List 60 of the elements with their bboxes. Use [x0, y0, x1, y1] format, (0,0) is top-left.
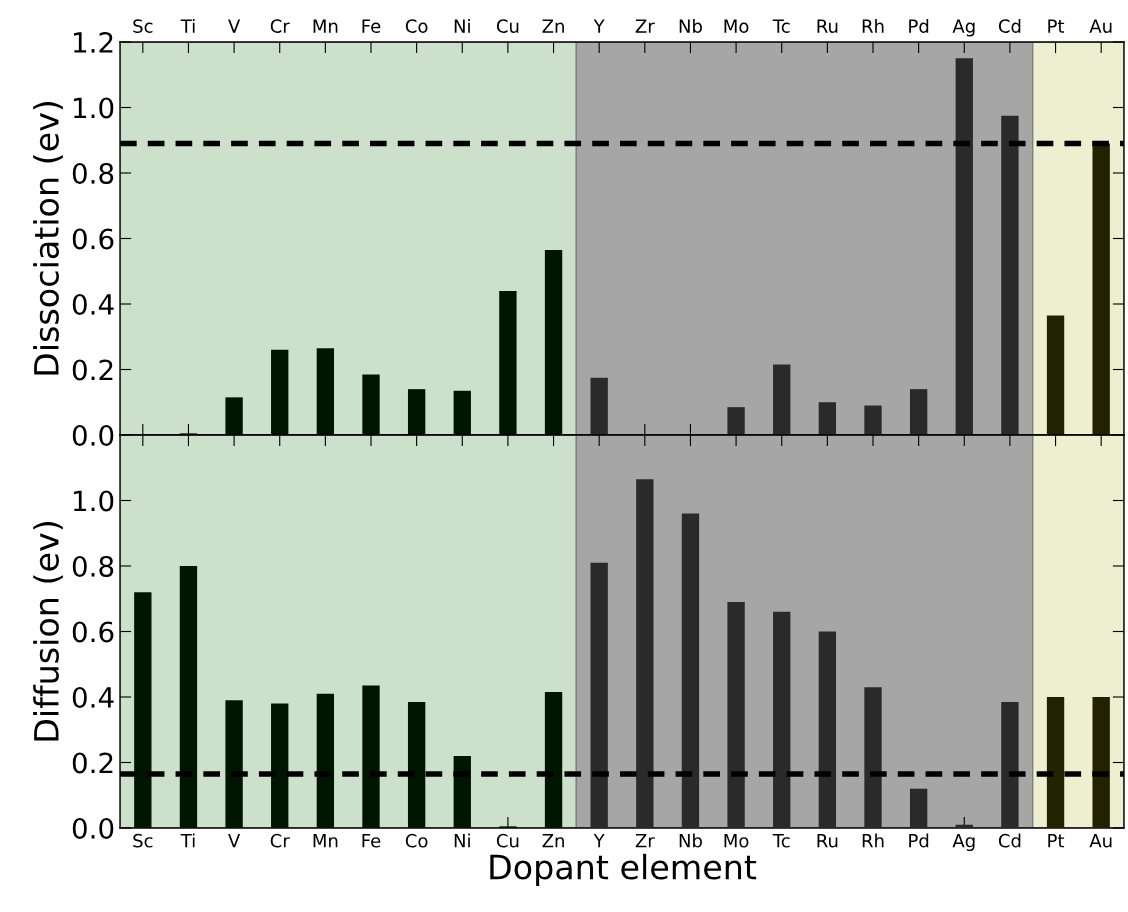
x-tick-label: Pt	[1048, 834, 1065, 848]
x-tick-label: Zr	[635, 19, 655, 33]
x-axis-title: Dopant element	[490, 853, 757, 887]
y-tick-label: 0.2	[72, 752, 113, 774]
x-tick-label: Fe	[362, 834, 381, 848]
x-tick-label: Ti	[180, 833, 195, 848]
x-tick-label: Zr	[635, 834, 655, 848]
x-tick-label: Pt	[1048, 19, 1065, 33]
x-tick-label: Ru	[817, 834, 838, 848]
y-tick-label: 0.8	[72, 555, 114, 577]
y-tick-label: 1.0	[74, 97, 114, 119]
y-tick-label: 0.6	[72, 621, 114, 643]
y-tick-label: 0.2	[72, 359, 113, 381]
x-tick-label: Nb	[679, 18, 702, 33]
x-tick-label: Cu	[496, 833, 519, 848]
x-tick-label: Y	[593, 19, 605, 33]
x-tick-label: Zn	[542, 834, 564, 848]
y-tick-label: 0.0	[72, 424, 114, 446]
y-tick-label: 0.0	[72, 817, 114, 839]
x-tick-label: Mo	[724, 834, 749, 848]
x-tick-label: Zn	[542, 19, 564, 33]
x-tick-label: Rh	[862, 833, 884, 848]
x-tick-label: Mn	[313, 19, 338, 33]
y-axis-title: Diffusion (ev)	[33, 522, 63, 741]
x-tick-label: Ag	[952, 19, 975, 37]
x-tick-label: Ni	[454, 833, 470, 848]
x-tick-label: Mn	[313, 834, 338, 848]
x-tick-label: Co	[405, 833, 428, 848]
x-tick-label: Ti	[180, 18, 195, 33]
x-tick-label: Cr	[270, 19, 290, 33]
x-tick-label: Au	[1089, 834, 1112, 848]
x-tick-label: Cu	[496, 19, 519, 33]
x-tick-label: Sc	[133, 19, 153, 33]
x-tick-label: Y	[593, 834, 605, 848]
x-tick-label: Pd	[909, 833, 929, 848]
y-axis-title: Dissociation (ev)	[33, 101, 63, 375]
x-tick-label: Co	[405, 19, 428, 33]
x-tick-label: Fe	[362, 19, 381, 33]
x-tick-label: Sc	[133, 833, 153, 848]
x-tick-label: Pd	[909, 18, 929, 33]
y-tick-label: 0.6	[72, 228, 114, 250]
x-tick-label: Mo	[724, 19, 749, 33]
y-tick-label: 1.0	[74, 490, 114, 512]
x-tick-label: Au	[1089, 19, 1112, 33]
x-tick-label: Cd	[998, 833, 1021, 848]
y-tick-label: 0.4	[72, 293, 114, 315]
x-tick-label: Rh	[862, 18, 884, 33]
x-tick-label: V	[228, 834, 241, 848]
x-tick-label: Ru	[817, 19, 838, 33]
y-tick-label: 1.2	[74, 31, 113, 53]
x-tick-label: Nb	[679, 833, 702, 848]
y-tick-label: 0.4	[72, 686, 114, 708]
x-tick-label: Cr	[270, 833, 290, 848]
x-tick-label: Tc	[772, 19, 790, 33]
x-tick-label: Tc	[772, 834, 790, 848]
x-tick-label: Ni	[454, 18, 470, 33]
x-tick-label: V	[228, 19, 241, 33]
y-tick-label: 0.8	[72, 162, 114, 184]
x-tick-label: Ag	[952, 834, 975, 852]
x-tick-label: Cd	[998, 18, 1021, 33]
